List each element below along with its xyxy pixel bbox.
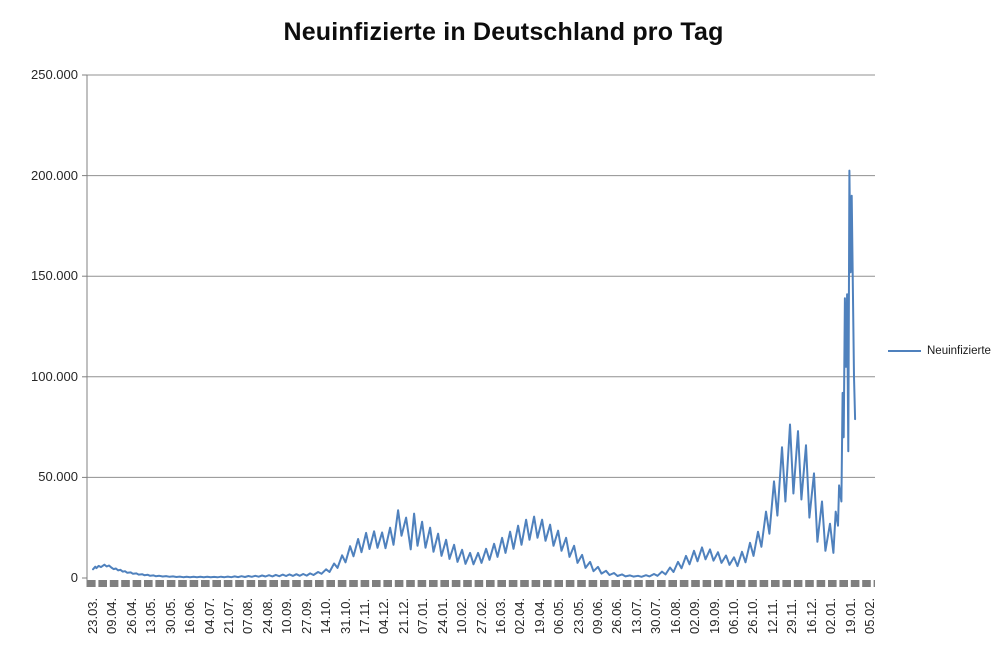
x-tick-label: 31.10.	[337, 597, 353, 634]
y-tick-label: 250.000	[31, 67, 78, 82]
legend: Neuinfizierte	[888, 345, 991, 357]
x-tick-label: 10.09.	[279, 597, 295, 634]
x-tick-label: 16.12.	[803, 597, 819, 634]
legend-label: Neuinfizierte	[927, 345, 991, 357]
x-tick-label: 19.04.	[531, 597, 547, 634]
x-tick-label: 14.10.	[318, 597, 334, 634]
x-tick-label: 06.05.	[551, 597, 567, 634]
x-tick-label: 27.02.	[473, 597, 489, 634]
series-line-neuinfizierte	[92, 169, 857, 579]
x-tick-label: 24.01.	[434, 597, 450, 634]
x-tick-label: 23.03.	[85, 597, 100, 634]
x-tick-label: 13.05.	[143, 597, 159, 634]
y-tick-label: 0	[70, 570, 78, 585]
x-tick-label: 04.12.	[376, 597, 392, 634]
x-tick-label: 21.07.	[220, 597, 236, 634]
x-tick-label: 07.01.	[415, 597, 431, 634]
x-tick-label: 26.06.	[609, 597, 625, 634]
x-tick-label: 30.07.	[648, 597, 664, 634]
y-tick-label: 50.000	[38, 469, 78, 485]
x-tick-label: 17.11.	[356, 598, 372, 634]
x-tick-label: 02.04.	[512, 597, 528, 634]
x-tick-label: 06.10.	[726, 597, 742, 634]
x-tick-label: 02.01.	[823, 597, 839, 634]
x-tick-label: 19.09.	[706, 597, 722, 634]
x-tick-label: 30.05.	[162, 597, 178, 634]
x-tick-label: 02.09.	[687, 597, 703, 634]
x-tick-label: 26.10.	[745, 597, 761, 634]
x-tick-label: 09.06.	[590, 597, 606, 634]
y-tick-label: 100.000	[31, 368, 78, 384]
x-tick-label: 04.07.	[201, 597, 217, 634]
x-tick-label: 05.02.	[862, 597, 877, 634]
x-tick-label: 16.03.	[492, 597, 508, 634]
x-tick-label: 19.01.	[842, 597, 858, 634]
x-tick-label: 16.06.	[182, 597, 198, 634]
x-tick-label: 10.02.	[454, 597, 470, 634]
x-tick-label: 29.11.	[784, 598, 800, 634]
x-tick-label: 07.08.	[240, 597, 256, 634]
x-tick-label: 13.07.	[628, 597, 644, 634]
x-tick-label: 23.05.	[570, 597, 586, 634]
y-tick-label: 150.000	[31, 268, 78, 284]
x-tick-label: 09.04.	[104, 597, 120, 634]
legend-line-icon	[888, 350, 921, 352]
x-tick-label: 27.09.	[298, 597, 314, 634]
x-tick-label: 16.08.	[667, 597, 683, 634]
x-tick-label: 12.11.	[764, 598, 780, 634]
x-tick-label: 24.08.	[259, 597, 275, 634]
x-tick-label: 21.12.	[395, 597, 411, 634]
y-tick-label: 200.000	[31, 167, 78, 183]
x-tick-label: 26.04.	[123, 597, 139, 634]
chart-title: Neuinfizierte in Deutschland pro Tag	[283, 18, 724, 46]
